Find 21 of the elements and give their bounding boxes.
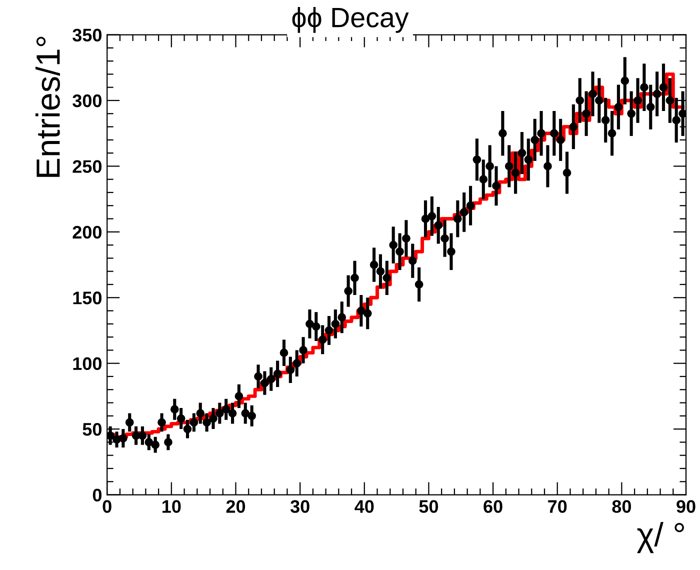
- y-tick-label: 150: [73, 292, 102, 304]
- x-tick-label: 30: [290, 500, 310, 513]
- y-tick-label: 100: [73, 357, 102, 370]
- y-tick-label: 250: [72, 160, 102, 173]
- x-tick-label: 0: [102, 500, 112, 513]
- y-tick-label: 50: [82, 422, 102, 436]
- chart-title: ϕϕ Decay: [292, 7, 409, 33]
- y-tick-label: 0: [92, 488, 102, 502]
- x-tick-label: 80: [612, 500, 631, 513]
- x-tick-label: 50: [419, 500, 438, 513]
- y-tick-label: 300: [72, 94, 102, 108]
- y-tick-label: 350: [72, 28, 102, 42]
- x-tick-label: 20: [226, 500, 246, 513]
- x-tick-label: 60: [484, 500, 502, 513]
- x-tick-label: 70: [548, 500, 567, 513]
- x-tick-label: 40: [354, 500, 374, 513]
- y-tick-label: 200: [72, 226, 102, 239]
- x-tick-label: 10: [162, 500, 181, 513]
- y-axis-title: Entries/1°: [35, 36, 60, 177]
- x-axis-title: χ/ °: [637, 522, 684, 554]
- x-tick-label: 90: [676, 500, 696, 513]
